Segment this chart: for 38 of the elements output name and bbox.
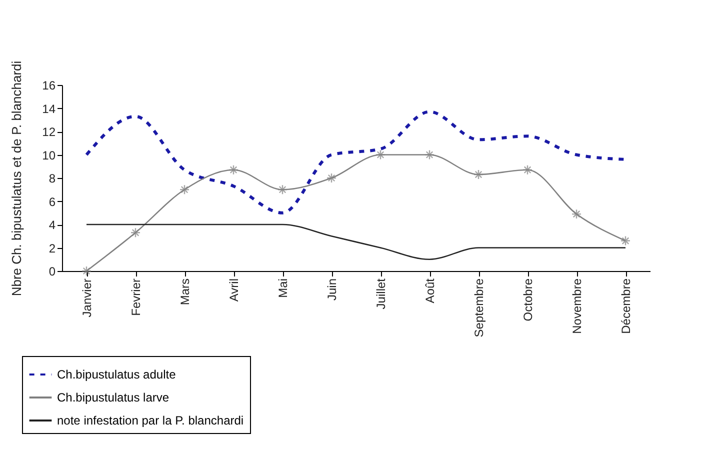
legend-label: note infestation par la P. blanchardi <box>57 414 244 428</box>
x-tick-label: Fevrier <box>129 278 143 316</box>
x-tick-label: Juillet <box>374 278 388 310</box>
point <box>130 228 141 238</box>
y-tick-label: 14 <box>42 102 56 116</box>
y-tick-label: 6 <box>48 194 56 209</box>
x-tick-label: Avril <box>227 278 241 302</box>
point <box>179 184 190 195</box>
point <box>620 236 631 246</box>
point <box>424 150 435 160</box>
y-tick-label: 10 <box>42 148 56 162</box>
line-series <box>86 224 626 260</box>
legend-label: Ch.bipustulatus adulte <box>57 368 176 382</box>
point <box>375 150 386 160</box>
y-tick-label: 0 <box>48 264 56 278</box>
x-tick-label: Octobre <box>521 278 535 322</box>
x-tick-label: Mai <box>276 278 290 298</box>
point <box>277 184 288 195</box>
point <box>571 208 582 220</box>
y-axis-title: Nbre Ch. bipustulatus et de P. blanchardi <box>9 60 24 296</box>
y-tick-label: 12 <box>42 125 56 139</box>
point <box>326 172 337 184</box>
x-tick-label: Août <box>423 278 437 304</box>
point <box>522 164 533 175</box>
x-tick-label: Mars <box>178 278 192 306</box>
x-tick-label: Décembre <box>619 278 633 334</box>
y-tick-label: 8 <box>48 172 56 186</box>
x-tick-label: Janvier <box>80 278 94 318</box>
x-tick-label: Juin <box>325 278 339 301</box>
x-tick-label: Septembre <box>472 278 486 338</box>
y-tick-label: 16 <box>42 78 56 92</box>
point <box>81 266 92 276</box>
legend-label: Ch.bipustulatus larve <box>57 390 170 404</box>
point <box>228 164 239 175</box>
y-tick-label: 2 <box>48 241 56 256</box>
point <box>473 169 484 180</box>
y-tick-label: 4 <box>48 218 56 232</box>
x-tick-label: Novembre <box>570 278 584 334</box>
